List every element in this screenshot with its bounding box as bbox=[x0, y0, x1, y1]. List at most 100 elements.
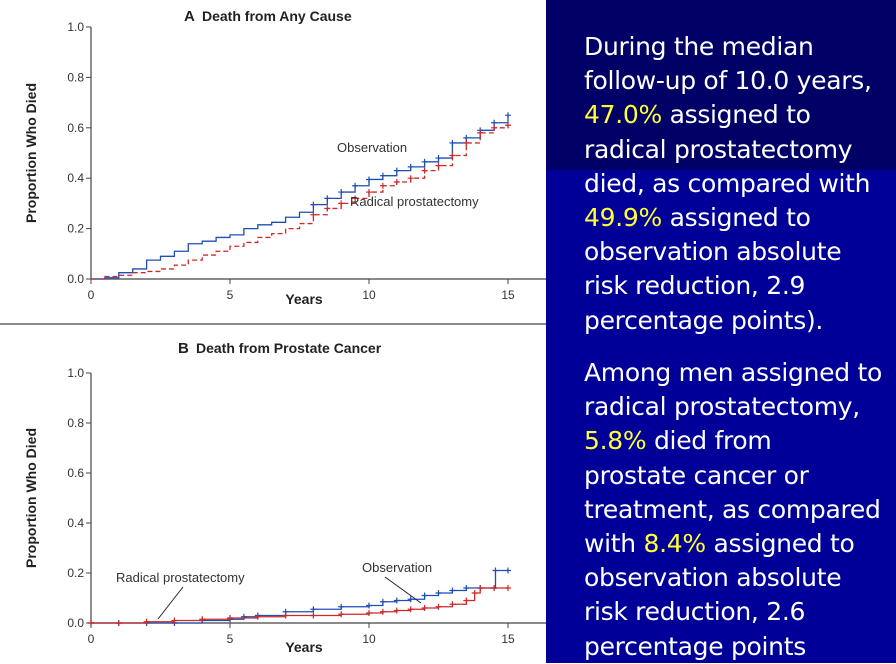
censor-mark-observation bbox=[380, 599, 386, 605]
x-tick-label: 0 bbox=[88, 288, 95, 302]
chart-a-title-text: Death from Any Cause bbox=[202, 8, 352, 24]
text-line: died, as compared with bbox=[584, 167, 896, 201]
chart-a-axes: 0.00.20.40.60.81.00 5 10 15 bbox=[67, 20, 546, 302]
chart-b-observation-leader-line bbox=[385, 577, 421, 603]
chart-b: B Death from Prostate Cancer Proportion … bbox=[0, 325, 546, 663]
chart-a-annotation-radical-prostatectomy: Radical prostatectomy bbox=[350, 194, 479, 209]
summary-any-cause: During the median follow-up of 10.0 year… bbox=[584, 30, 896, 338]
censor-mark-observation bbox=[352, 183, 358, 189]
censor-mark-radical-prostatectomy bbox=[408, 175, 414, 181]
censor-mark-radical-prostatectomy bbox=[338, 611, 344, 617]
text-fragment: with bbox=[584, 529, 644, 558]
censor-mark-radical-prostatectomy bbox=[255, 614, 261, 620]
censor-mark-radical-prostatectomy bbox=[463, 140, 469, 146]
y-tick-label: 0.8 bbox=[67, 416, 84, 430]
censor-mark-observation bbox=[505, 568, 511, 574]
text-panel: During the median follow-up of 10.0 year… bbox=[546, 0, 896, 663]
text-line: prostate cancer or bbox=[584, 459, 896, 493]
censor-mark-observation bbox=[338, 189, 344, 195]
chart-b-axes: 0.0 0.2 0.4 0.6 0.8 1.0 0 5 10 15 bbox=[67, 366, 546, 646]
y-tick-label: 0.8 bbox=[67, 70, 84, 84]
text-line: During the median bbox=[584, 30, 896, 64]
censor-mark-observation bbox=[436, 155, 442, 161]
censor-mark-observation bbox=[492, 568, 498, 574]
censor-mark-observation bbox=[380, 173, 386, 179]
y-tick-label: 1.0 bbox=[67, 366, 84, 380]
censor-mark-observation bbox=[366, 603, 372, 609]
highlight-rp-prostate-cancer: 5.8% bbox=[584, 426, 646, 455]
text-line: Among men assigned to bbox=[584, 356, 896, 390]
censor-mark-radical-prostatectomy bbox=[380, 183, 386, 189]
text-line: treatment, as compared bbox=[584, 493, 896, 527]
text-line: radical prostatectomy bbox=[584, 133, 896, 167]
y-tick-label: 0.4 bbox=[67, 171, 84, 185]
censor-mark-radical-prostatectomy bbox=[116, 620, 122, 626]
text-line: risk reduction, 2.6 bbox=[584, 595, 896, 629]
y-tick-label: 1.0 bbox=[67, 20, 84, 34]
chart-a-xlabel: Years bbox=[285, 291, 323, 307]
censor-mark-radical-prostatectomy bbox=[144, 619, 150, 625]
y-tick-label: 0.2 bbox=[67, 222, 84, 236]
censor-mark-observation bbox=[422, 593, 428, 599]
y-tick-label: 0.6 bbox=[67, 121, 84, 135]
text-line: follow-up of 10.0 years, bbox=[584, 64, 896, 98]
text-line: observation absolute bbox=[584, 235, 896, 269]
y-tick-label: 0.0 bbox=[67, 272, 84, 286]
censor-mark-observation bbox=[310, 202, 316, 208]
y-tick-label: 0.0 bbox=[67, 616, 84, 630]
chart-b-letter: B bbox=[178, 340, 189, 357]
censor-mark-radical-prostatectomy bbox=[422, 168, 428, 174]
chart-a-title: A Death from Any Cause bbox=[184, 8, 352, 25]
censor-mark-radical-prostatectomy bbox=[408, 606, 414, 612]
censor-mark-observation bbox=[366, 176, 372, 182]
y-tick-label: 0.4 bbox=[67, 516, 84, 530]
censor-mark-radical-prostatectomy bbox=[310, 613, 316, 619]
text-line: radical prostatectomy, bbox=[584, 390, 896, 424]
censor-mark-radical-prostatectomy bbox=[88, 620, 94, 626]
chart-b-title-text: Death from Prostate Cancer bbox=[196, 340, 382, 356]
censor-mark-observation bbox=[422, 159, 428, 165]
text-line: 5.8% died from bbox=[584, 424, 896, 458]
censor-mark-observation bbox=[394, 168, 400, 174]
highlight-obs-any-cause: 49.9% bbox=[584, 203, 662, 232]
highlight-obs-prostate-cancer: 8.4% bbox=[644, 529, 706, 558]
x-tick-label: 10 bbox=[362, 288, 376, 302]
x-tick-label: 5 bbox=[227, 288, 234, 302]
text-line: 49.9% assigned to bbox=[584, 201, 896, 235]
censor-mark-radical-prostatectomy bbox=[366, 610, 372, 616]
x-tick-label: 5 bbox=[227, 632, 234, 646]
chart-b-annotation-radical-prostatectomy: Radical prostatectomy bbox=[116, 570, 245, 585]
censor-mark-radical-prostatectomy bbox=[472, 590, 478, 596]
charts-area: A Death from Any Cause Proportion Who Di… bbox=[0, 0, 546, 663]
chart-a: A Death from Any Cause Proportion Who Di… bbox=[0, 0, 546, 322]
censor-mark-radical-prostatectomy bbox=[463, 598, 469, 604]
censor-mark-radical-prostatectomy bbox=[477, 585, 483, 591]
text-fragment: assigned to bbox=[662, 203, 811, 232]
chart-b-title: B Death from Prostate Cancer bbox=[178, 340, 382, 357]
text-line: risk reduction, 2.9 bbox=[584, 269, 896, 303]
x-tick-label: 15 bbox=[501, 632, 515, 646]
chart-b-radical-leader-line bbox=[158, 587, 183, 619]
text-line: percentage points bbox=[584, 630, 896, 664]
censor-mark-radical-prostatectomy bbox=[436, 163, 442, 169]
x-tick-label: 10 bbox=[362, 632, 376, 646]
censor-mark-radical-prostatectomy bbox=[324, 205, 330, 211]
censor-mark-observation bbox=[408, 164, 414, 170]
y-tick-label: 0.2 bbox=[67, 566, 84, 580]
censor-mark-radical-prostatectomy bbox=[338, 200, 344, 206]
highlight-rp-any-cause: 47.0% bbox=[584, 100, 662, 129]
censor-mark-radical-prostatectomy bbox=[505, 585, 511, 591]
text-fragment: assigned to bbox=[706, 529, 855, 558]
text-line: percentage points). bbox=[584, 304, 896, 338]
censor-mark-radical-prostatectomy bbox=[394, 179, 400, 185]
summary-prostate-cancer: Among men assigned to radical prostatect… bbox=[584, 356, 896, 664]
censor-mark-radical-prostatectomy bbox=[436, 604, 442, 610]
text-fragment: assigned to bbox=[662, 100, 811, 129]
y-tick-label: 0.6 bbox=[67, 466, 84, 480]
censor-mark-radical-prostatectomy bbox=[199, 616, 205, 622]
censor-mark-observation bbox=[505, 112, 511, 118]
censor-mark-radical-prostatectomy bbox=[283, 613, 289, 619]
text-line: with 8.4% assigned to bbox=[584, 527, 896, 561]
chart-a-letter: A bbox=[184, 8, 195, 25]
x-tick-label: 0 bbox=[88, 632, 95, 646]
